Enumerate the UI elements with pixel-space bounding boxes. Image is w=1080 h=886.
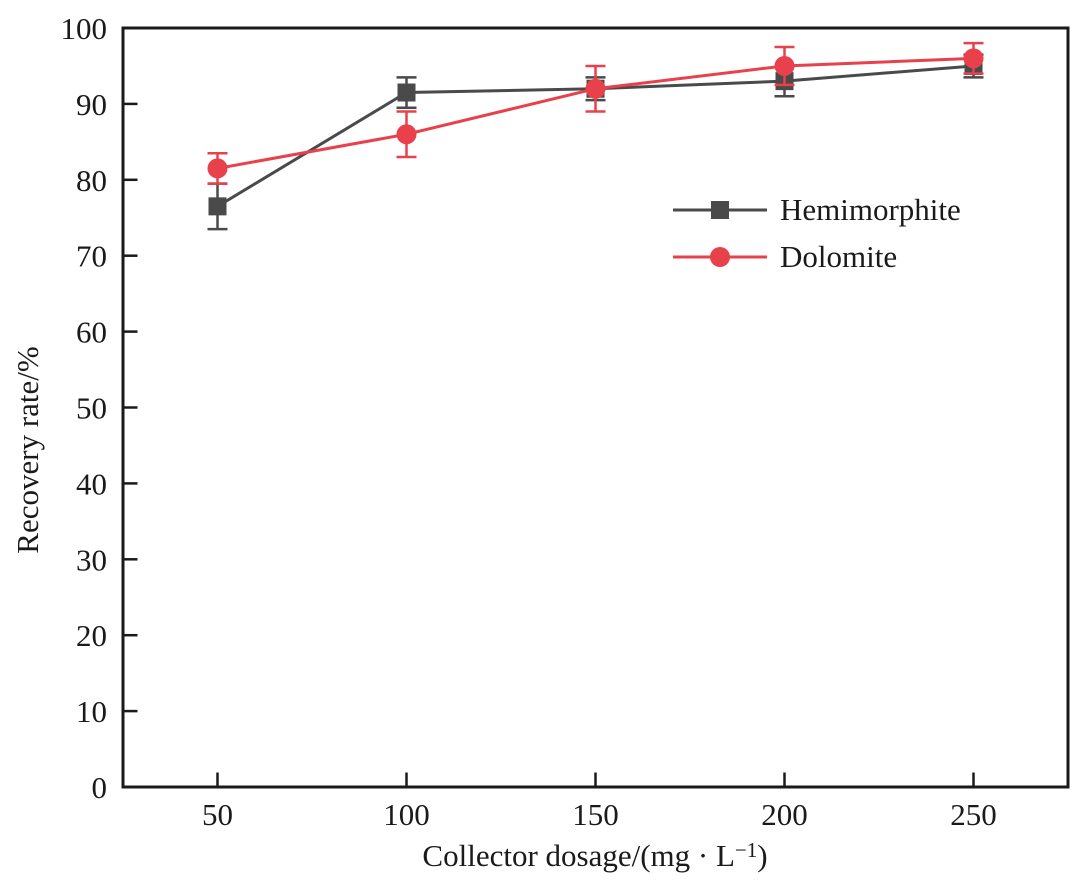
x-axis-label-main: Collector dosage/(mg · L	[422, 838, 735, 873]
y-tick-label: 80	[76, 163, 107, 198]
y-tick-label: 50	[76, 391, 107, 426]
y-axis-label: Recovery rate/%	[10, 346, 45, 554]
data-point-circle-dolomite	[396, 124, 417, 145]
y-tick-label: 30	[76, 542, 107, 577]
legend-label-dolomite: Dolomite	[780, 239, 898, 274]
data-point-circle-dolomite	[963, 48, 984, 69]
x-tick-label: 50	[202, 797, 233, 832]
y-tick-label: 40	[76, 466, 107, 501]
y-tick-label: 0	[92, 770, 108, 805]
data-point-circle-dolomite	[585, 78, 606, 99]
legend-sample-hemimorphite	[673, 198, 767, 222]
y-tick-label: 70	[76, 239, 107, 274]
x-tick-label: 150	[572, 797, 619, 832]
legend-sample-dolomite	[673, 245, 767, 269]
legend-entry-hemimorphite: Hemimorphite	[673, 191, 961, 229]
y-tick-label: 60	[76, 315, 107, 350]
y-tick-label: 20	[76, 618, 107, 653]
y-tick-label: 100	[61, 11, 108, 46]
data-point-circle-dolomite	[774, 55, 795, 76]
y-tick-label: 90	[76, 87, 107, 122]
plot-frame	[121, 26, 1070, 789]
legend: Hemimorphite Dolomite	[673, 191, 961, 276]
y-tick-label: 10	[76, 694, 107, 729]
x-tick-label: 200	[761, 797, 808, 832]
data-point-square-hemimorphite	[208, 197, 227, 216]
data-point-square-hemimorphite	[397, 83, 416, 102]
square-marker-icon	[711, 201, 729, 219]
x-axis-label-close: )	[757, 838, 768, 873]
x-tick-label: 250	[950, 797, 997, 832]
x-axis-label-superscript: −1	[734, 838, 758, 862]
circle-marker-icon	[710, 247, 730, 267]
legend-entry-dolomite: Dolomite	[673, 238, 961, 276]
x-tick-label: 100	[383, 797, 430, 832]
x-axis-label: Collector dosage/(mg · L−1)	[422, 838, 767, 874]
legend-label-hemimorphite: Hemimorphite	[780, 192, 961, 227]
data-point-circle-dolomite	[207, 158, 228, 179]
